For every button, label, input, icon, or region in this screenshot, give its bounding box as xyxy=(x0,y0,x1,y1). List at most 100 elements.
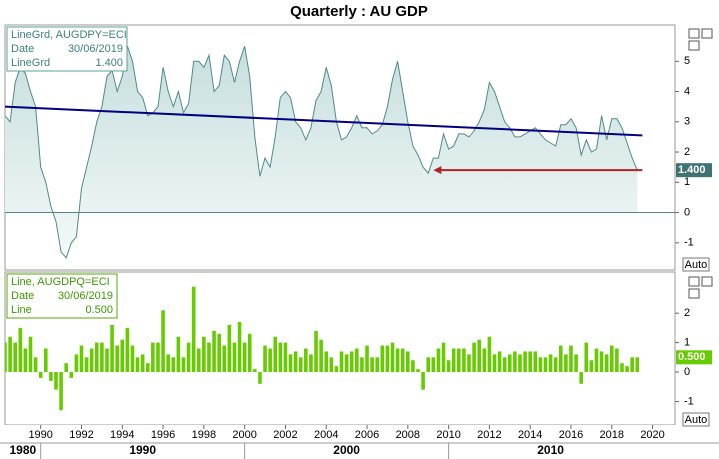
bar xyxy=(329,357,334,373)
bar xyxy=(400,348,405,373)
bar xyxy=(492,354,497,373)
close-icon[interactable] xyxy=(701,28,713,39)
bar xyxy=(54,372,58,390)
bar xyxy=(100,342,104,373)
plot xyxy=(5,286,640,411)
chart-title: Quarterly : AU GDP xyxy=(290,3,428,20)
bar xyxy=(304,348,308,373)
minimize-icon[interactable] xyxy=(688,28,700,39)
bar xyxy=(181,357,186,373)
bar xyxy=(49,372,53,381)
bar xyxy=(538,357,543,373)
decade-label: 1990 xyxy=(129,443,156,457)
maximize-icon[interactable] xyxy=(688,40,700,51)
bar xyxy=(339,351,344,373)
minimize-icon[interactable] xyxy=(688,276,700,287)
auto-button[interactable] xyxy=(682,257,710,272)
bar xyxy=(431,357,436,373)
last-value-label: 1.400 xyxy=(678,164,706,176)
legend-series: Line, AUGDPQ=ECI xyxy=(11,276,110,288)
bar xyxy=(584,342,589,373)
x-tick-label: 2006 xyxy=(355,429,379,441)
bar xyxy=(161,310,165,373)
bar xyxy=(319,339,323,373)
bar xyxy=(43,348,48,373)
bar xyxy=(94,342,99,373)
bar xyxy=(151,342,155,373)
bar xyxy=(395,348,400,373)
bar xyxy=(467,354,471,373)
x-tick-label: 2014 xyxy=(518,429,542,441)
close-icon[interactable] xyxy=(701,276,713,287)
bar xyxy=(502,357,507,373)
bar xyxy=(89,348,94,373)
y-tick-label: 2 xyxy=(684,146,690,158)
bar xyxy=(564,354,568,373)
legend-box xyxy=(6,26,128,72)
bar xyxy=(528,351,532,373)
legend-name: Line xyxy=(11,304,32,316)
decade-label: 1980 xyxy=(9,443,36,457)
y-tick-label: 2 xyxy=(684,307,690,319)
window-icons[interactable] xyxy=(688,28,713,299)
bar xyxy=(421,372,425,390)
bar xyxy=(477,339,482,373)
bar xyxy=(599,351,604,373)
bar xyxy=(406,351,410,373)
x-tick-label: 1998 xyxy=(192,429,216,441)
bar xyxy=(620,363,624,373)
x-tick-label: 2004 xyxy=(314,429,338,441)
y-tick-label: 3 xyxy=(684,116,690,128)
bar xyxy=(513,351,517,373)
bar xyxy=(441,342,446,373)
bar xyxy=(258,372,262,384)
bar xyxy=(105,348,109,373)
x-tick-label: 2012 xyxy=(477,429,501,441)
bar xyxy=(18,327,23,373)
bar xyxy=(176,336,181,373)
bar xyxy=(59,372,63,411)
area xyxy=(5,46,638,258)
bar xyxy=(222,345,227,373)
maximize-icon[interactable] xyxy=(688,288,700,299)
x-axis-area xyxy=(0,425,719,459)
bar xyxy=(349,351,354,373)
y-tick-label: 0 xyxy=(684,366,690,378)
bar xyxy=(375,357,380,373)
bar xyxy=(472,342,476,373)
x-tick-label: 2002 xyxy=(273,429,297,441)
bar xyxy=(589,360,594,373)
bar xyxy=(202,336,206,373)
bar xyxy=(186,342,191,373)
x-tick-label: 2010 xyxy=(436,429,460,441)
bar xyxy=(569,345,573,373)
legend-date: 30/06/2019 xyxy=(58,290,113,302)
plot xyxy=(5,46,675,259)
bar xyxy=(370,357,374,373)
legend-series: LineGrd, AUGDPY=ECI xyxy=(11,29,127,41)
bar xyxy=(451,348,456,373)
bar xyxy=(385,345,390,373)
bar xyxy=(232,342,237,373)
bar xyxy=(324,351,329,373)
legend-date: 30/06/2019 xyxy=(68,43,123,55)
bar xyxy=(84,357,89,373)
bar xyxy=(635,357,640,373)
x-tick-label: 2008 xyxy=(396,429,420,441)
bar xyxy=(125,327,130,373)
bar xyxy=(207,342,211,373)
bar xyxy=(355,348,359,373)
bar xyxy=(574,354,578,373)
bar xyxy=(69,372,74,378)
bar xyxy=(171,357,176,373)
bar xyxy=(79,345,84,373)
bar xyxy=(140,354,145,373)
bar xyxy=(253,369,257,373)
bar xyxy=(64,363,68,373)
auto-button[interactable] xyxy=(682,412,710,427)
bar xyxy=(604,354,609,373)
last-value-label: 0.500 xyxy=(678,351,706,363)
bar xyxy=(380,345,385,373)
bar xyxy=(135,357,140,373)
